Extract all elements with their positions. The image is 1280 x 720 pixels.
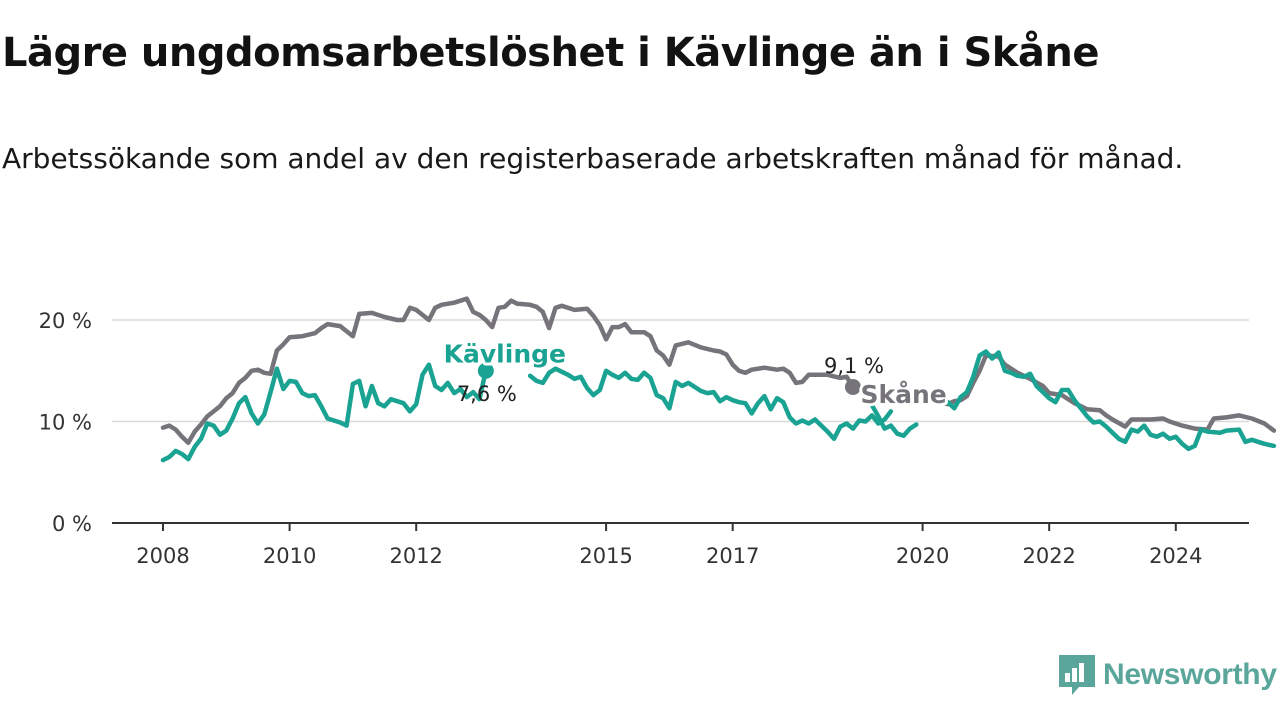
skane-series-label: Skåne	[860, 380, 946, 409]
chart-labels: 0 % 10 % 20 % 2008 2010 2012 2015 2017 2020 2022 2…	[39, 309, 1203, 568]
newsworthy-logo-icon	[1059, 655, 1095, 695]
x-tick-label: 2012	[389, 544, 442, 568]
x-tick-label: 2022	[1022, 544, 1075, 568]
kavlinge-series-line	[160, 362, 489, 463]
chart-title: Lägre ungdomsarbetslöshet i Kävlinge än …	[2, 30, 1099, 76]
skane-end-value-label: 9,1 %	[824, 354, 884, 378]
x-tick-label: 2008	[136, 544, 189, 568]
x-tick-label: 2024	[1149, 544, 1202, 568]
kavlinge-end-marker	[477, 362, 494, 379]
chart-subtitle: Arbetssökande som andel av den registerb…	[2, 142, 1184, 175]
kavlinge-series-label: Kävlinge	[444, 340, 566, 369]
x-tick-label: 2020	[896, 544, 949, 568]
kavlinge-series-line	[914, 349, 1277, 452]
x-tick-label: 2017	[706, 544, 759, 568]
y-tick-label: 0 %	[52, 512, 92, 536]
x-tick-label: 2015	[579, 544, 632, 568]
y-tick-label: 20 %	[39, 309, 92, 333]
kavlinge-end-value-label: 7,6 %	[457, 382, 517, 406]
kavlinge-series-line	[863, 392, 919, 438]
skane-series-line	[933, 353, 1277, 433]
newsworthy-logo: Newsworthy	[1059, 655, 1277, 695]
skane-end-marker	[844, 378, 861, 395]
x-tick-label: 2010	[263, 544, 316, 568]
y-tick-label: 10 %	[39, 411, 92, 435]
skane-series-line	[160, 296, 856, 446]
newsworthy-wordmark: Newsworthy	[1103, 658, 1277, 691]
series-lines	[160, 296, 1277, 463]
gridlines	[112, 319, 1249, 531]
kavlinge-series-line	[527, 366, 894, 442]
